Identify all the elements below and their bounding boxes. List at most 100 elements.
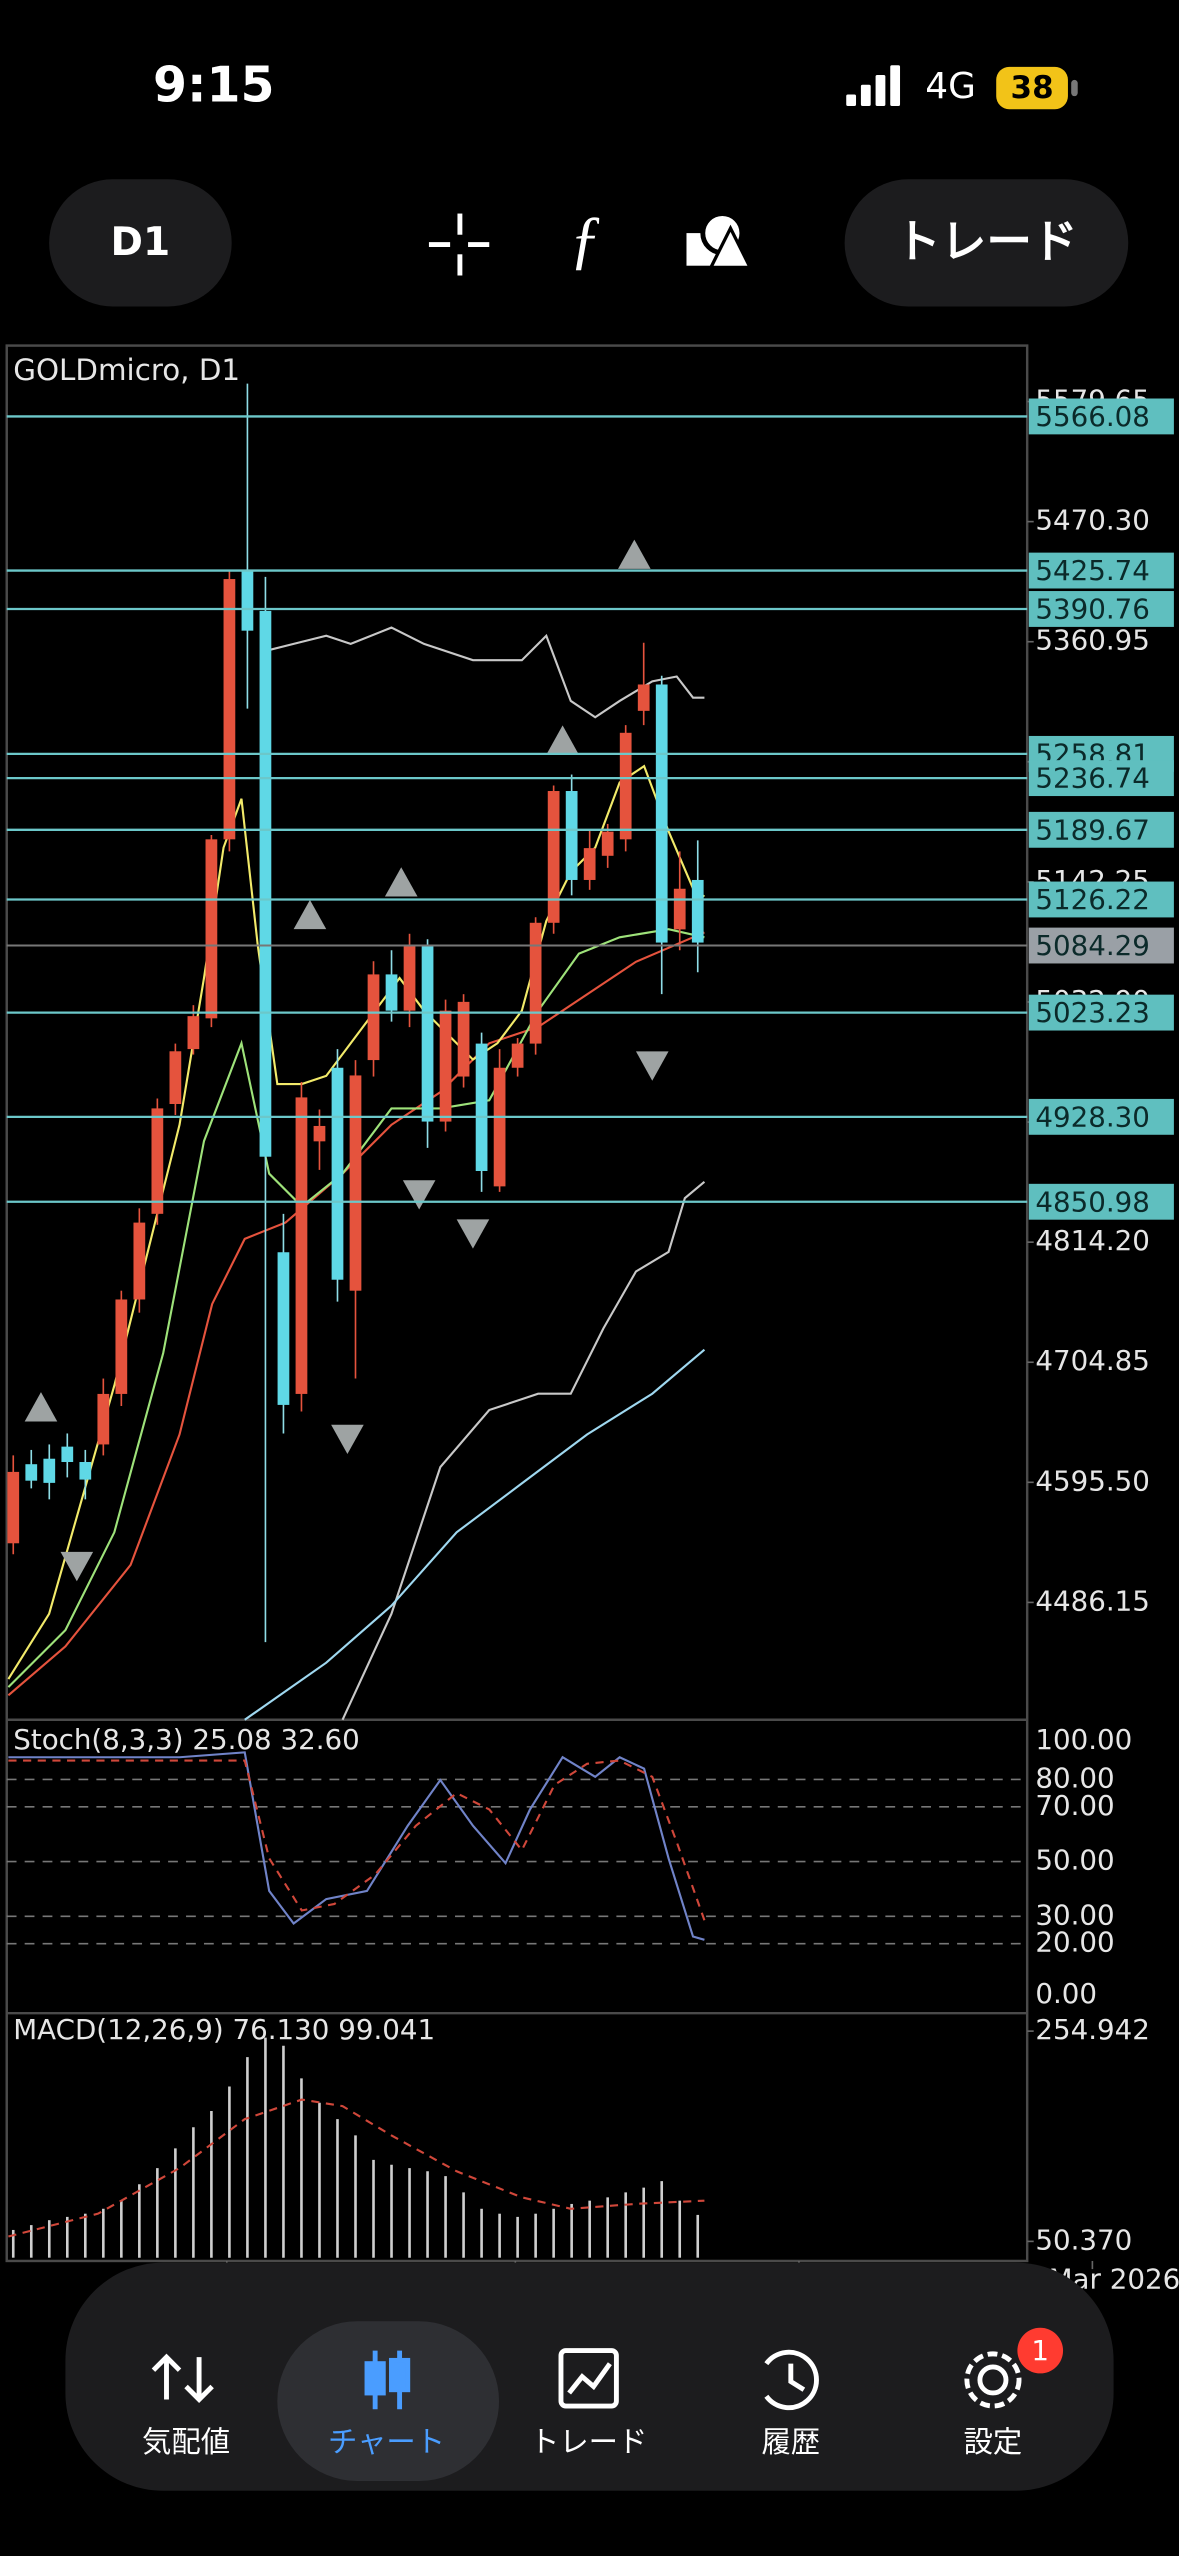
candle-body	[547, 791, 560, 923]
battery-level: 38	[1011, 70, 1054, 106]
tab-label[interactable]: 気配値	[142, 2425, 230, 2459]
level-tag	[1028, 552, 1174, 589]
active-tab-pill	[277, 2321, 500, 2482]
trade-button-label: トレード	[895, 215, 1077, 268]
level-tag	[1028, 881, 1174, 918]
tab-icons	[151, 2348, 1022, 2411]
level-tag	[1028, 994, 1174, 1031]
macd-tick-label: 254.942	[1035, 2013, 1150, 2046]
battery-cap	[1071, 79, 1078, 97]
candle-body	[25, 1464, 38, 1481]
candle-body	[277, 1252, 290, 1405]
level-label: 5023.23	[1035, 996, 1150, 1029]
candle-body	[385, 974, 398, 1011]
indicator-icon[interactable]: ƒ	[569, 204, 602, 276]
candle-body	[421, 945, 434, 1122]
trade-button[interactable]	[844, 179, 1129, 307]
candle-body	[241, 570, 254, 631]
stoch-tick-label: 100.00	[1035, 1723, 1132, 1756]
candle-body	[637, 684, 650, 711]
stoch-label: Stoch(8,3,3) 25.08 32.60	[13, 1723, 360, 1756]
stoch-tick-label: 20.00	[1035, 1926, 1114, 1959]
level-tag	[1028, 760, 1174, 797]
stoch-tick-label: 0.00	[1035, 1977, 1097, 2010]
current-price-label: 5084.29	[1035, 929, 1150, 962]
candle-body	[151, 1108, 164, 1214]
tab-label[interactable]: トレード	[530, 2425, 647, 2459]
candle-body	[133, 1222, 146, 1300]
candle-body	[43, 1458, 56, 1483]
tab-label[interactable]: 履歴	[761, 2425, 820, 2459]
stoch-tick-label: 70.00	[1035, 1789, 1114, 1822]
candle-body	[529, 922, 542, 1044]
price-tick-label: 4486.15	[1035, 1584, 1150, 1617]
price-tick-label: 5470.30	[1035, 504, 1150, 537]
tab-label[interactable]: チャート	[328, 2425, 445, 2459]
candle-body	[565, 791, 578, 880]
macd-label: MACD(12,26,9) 76.130 99.041	[13, 2013, 435, 2046]
timeframe-button[interactable]	[49, 179, 232, 307]
candle-body	[169, 1051, 182, 1104]
candle-body	[187, 1016, 200, 1050]
price-tick-label: 5360.95	[1035, 624, 1150, 657]
candle-body	[349, 1075, 362, 1291]
level-label: 5390.76	[1035, 593, 1150, 626]
candle-body	[259, 610, 272, 1157]
crosshair-icon[interactable]	[428, 213, 490, 276]
level-label: 5189.67	[1035, 813, 1150, 846]
candle-body	[331, 1067, 344, 1280]
notification-badge	[1017, 2327, 1064, 2374]
signal-icon	[846, 65, 901, 106]
macd-tick-label: 50.370	[1035, 2223, 1132, 2256]
timeframe-label: D1	[111, 220, 171, 265]
candle-body	[673, 888, 686, 930]
candle-body	[403, 945, 416, 1011]
stoch-tick-label: 80.00	[1035, 1761, 1114, 1794]
candle-body	[79, 1462, 92, 1480]
level-tag	[1028, 811, 1174, 848]
price-tick-label: 4595.50	[1035, 1464, 1150, 1497]
candle-body	[493, 1067, 506, 1187]
candle-body	[97, 1393, 110, 1445]
clock: 9:15	[153, 57, 275, 114]
candle-body	[205, 839, 218, 1019]
battery	[996, 66, 1068, 110]
candle-body	[619, 732, 632, 840]
candle-body	[511, 1043, 524, 1068]
candle-body	[367, 974, 380, 1061]
level-tag	[1028, 1098, 1174, 1135]
candle-body	[61, 1446, 74, 1463]
candle-body	[691, 879, 704, 943]
candle-body	[475, 1043, 488, 1171]
level-label: 5425.74	[1035, 554, 1150, 587]
level-label: 5236.74	[1035, 762, 1150, 795]
candle-body	[439, 1010, 452, 1122]
level-label: 5126.22	[1035, 883, 1150, 916]
price-tick-label: 4704.85	[1035, 1344, 1150, 1377]
candle-body	[313, 1125, 326, 1142]
candle-body	[115, 1299, 128, 1394]
candle-body	[7, 1471, 20, 1544]
level-label: 4850.98	[1035, 1185, 1150, 1218]
candle-body	[295, 1097, 308, 1394]
level-tag	[1028, 1183, 1174, 1220]
badge-count: 1	[1031, 2334, 1049, 2367]
stoch-tick-label: 30.00	[1035, 1898, 1114, 1931]
level-tag	[1028, 591, 1174, 627]
symbol-label: GOLDmicro, D1	[13, 353, 240, 387]
candle-body	[223, 579, 236, 840]
stoch-tick-label: 50.00	[1035, 1844, 1114, 1877]
level-tag	[1028, 398, 1174, 435]
fractal-markers	[24, 539, 669, 1582]
tab-label[interactable]: 設定	[964, 2425, 1023, 2459]
level-label: 4928.30	[1035, 1100, 1150, 1133]
price-tick-label: 4814.20	[1035, 1224, 1150, 1257]
candle-body	[457, 1001, 470, 1077]
objects-icon[interactable]	[686, 211, 753, 269]
network: 4G	[925, 66, 976, 107]
level-label: 5566.08	[1035, 400, 1150, 433]
current-price-tag	[1028, 927, 1174, 964]
